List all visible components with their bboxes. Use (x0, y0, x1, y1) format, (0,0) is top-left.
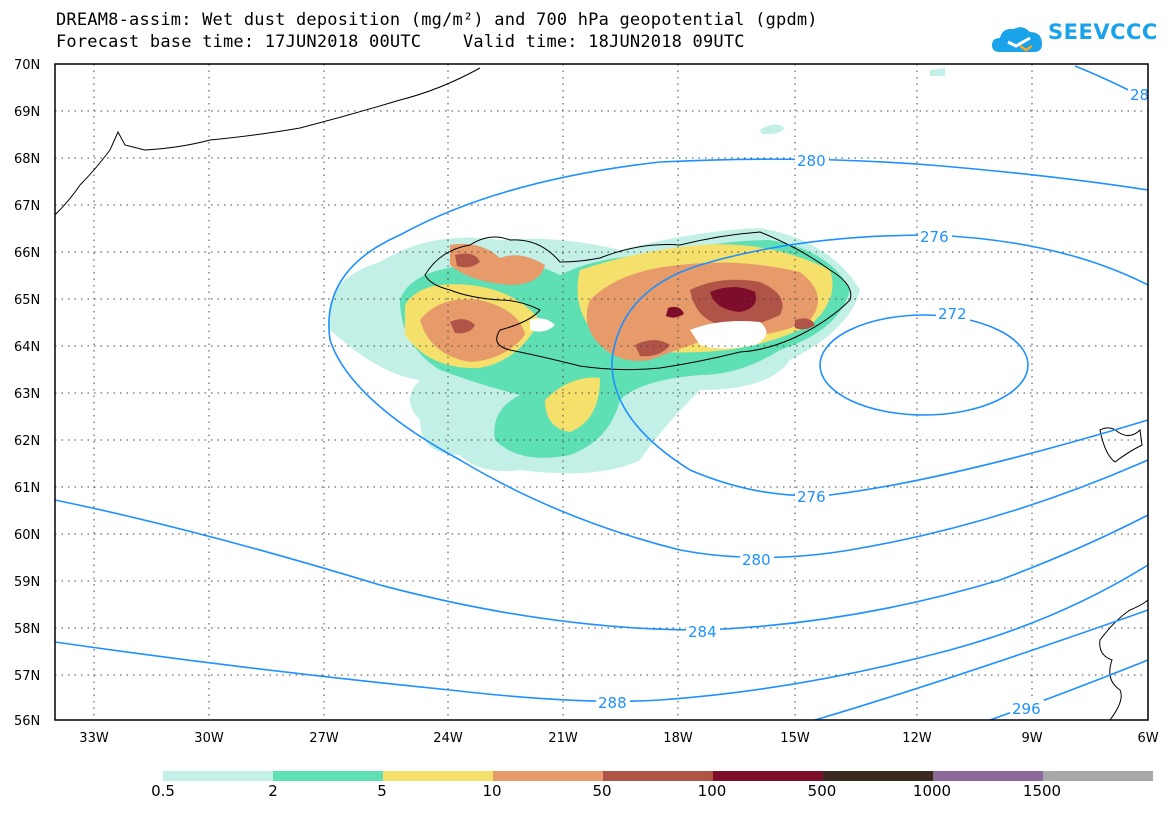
legend-label: 0.5 (151, 782, 175, 800)
legend-swatch (163, 771, 273, 781)
lat-label: 66N (14, 246, 40, 261)
scotland-coast (1099, 598, 1149, 721)
figure-subtitle: Forecast base time: 17JUN2018 00UTC Vali… (56, 32, 745, 52)
contour-label: 296 (1012, 700, 1041, 718)
lon-label: 9W (1021, 731, 1042, 746)
lat-label: 58N (14, 622, 40, 637)
dust-layer-0.5-b (760, 68, 945, 135)
legend-swatch (603, 771, 713, 781)
lon-label: 33W (79, 731, 109, 746)
map-frame (54, 63, 1149, 721)
contour-label: 280 (742, 551, 771, 569)
lon-label: 27W (309, 731, 339, 746)
lat-label: 70N (14, 58, 40, 73)
contour-label: 272 (938, 305, 967, 323)
legend-swatch (713, 771, 823, 781)
contour-284 (54, 499, 1149, 631)
legend-label: 50 (592, 782, 612, 800)
contour-label: 284 (688, 623, 717, 641)
contour-label: 276 (797, 488, 826, 506)
legend-swatch (273, 771, 383, 781)
contour-label: 280 (797, 152, 826, 170)
greenland-coast (54, 67, 481, 216)
contour-label: 288 (598, 694, 627, 712)
lon-label: 24W (433, 731, 463, 746)
lon-label: 6W (1137, 731, 1158, 746)
lon-label: 18W (663, 731, 693, 746)
lat-label: 67N (14, 199, 40, 214)
legend-label: 1500 (1022, 782, 1062, 800)
geopotential-contours (54, 65, 1149, 721)
lat-label: 59N (14, 575, 40, 590)
dust-layer-100 (666, 287, 756, 318)
legend-swatch (933, 771, 1043, 781)
contour-276-upper (611, 234, 1149, 361)
legend-label: 1000 (912, 782, 952, 800)
contour-280-upper (328, 158, 1149, 341)
contour-288 (54, 564, 1149, 703)
lon-label: 12W (902, 731, 932, 746)
contour-276-lower (611, 359, 1149, 497)
lon-label: 21W (548, 731, 578, 746)
contour-292 (814, 609, 1149, 721)
faroe-coast (1099, 427, 1143, 463)
legend-swatch (493, 771, 603, 781)
grid (55, 64, 1148, 720)
lat-label: 65N (14, 293, 40, 308)
legend-colorbar (163, 771, 1153, 781)
lat-label: 57N (14, 669, 40, 684)
dust-shading (328, 68, 945, 474)
lat-label: 69N (14, 105, 40, 120)
lon-label: 15W (780, 731, 810, 746)
legend-swatch (1043, 771, 1153, 781)
coastlines (54, 67, 1149, 721)
iceland-coast (424, 231, 852, 371)
legend-label: 5 (377, 782, 387, 800)
lat-label: 63N (14, 387, 40, 402)
cloud-logo-icon (992, 27, 1042, 52)
contour-label: 28 (1130, 86, 1149, 104)
lat-label: 60N (14, 528, 40, 543)
figure-title: DREAM8-assim: Wet dust deposition (mg/m²… (56, 10, 818, 30)
logo-text: SEEVCCC (1048, 20, 1158, 44)
lat-label: 62N (14, 434, 40, 449)
dust-hole (530, 318, 767, 349)
contour-label: 276 (920, 228, 949, 246)
legend-label: 500 (807, 782, 837, 800)
legend-swatch (823, 771, 933, 781)
lat-axis: 70N 69N 68N 67N 66N 65N 64N 63N 62N 61N … (14, 58, 40, 729)
lat-label: 61N (14, 481, 40, 496)
lon-label: 30W (194, 731, 224, 746)
lat-label: 56N (14, 714, 40, 729)
lat-label: 68N (14, 152, 40, 167)
legend-label: 10 (482, 782, 502, 800)
lat-label: 64N (14, 340, 40, 355)
legend-label: 100 (697, 782, 727, 800)
contour-labels: 280 276 272 276 280 284 288 296 28 (596, 86, 1149, 718)
contour-272 (819, 314, 1029, 416)
contour-280-lower (329, 339, 1149, 559)
contour-296 (989, 659, 1149, 721)
legend-swatch (383, 771, 493, 781)
legend-label: 2 (268, 782, 278, 800)
lon-axis: 33W 30W 27W 24W 21W 18W 15W 12W 9W 6W (79, 731, 1158, 746)
